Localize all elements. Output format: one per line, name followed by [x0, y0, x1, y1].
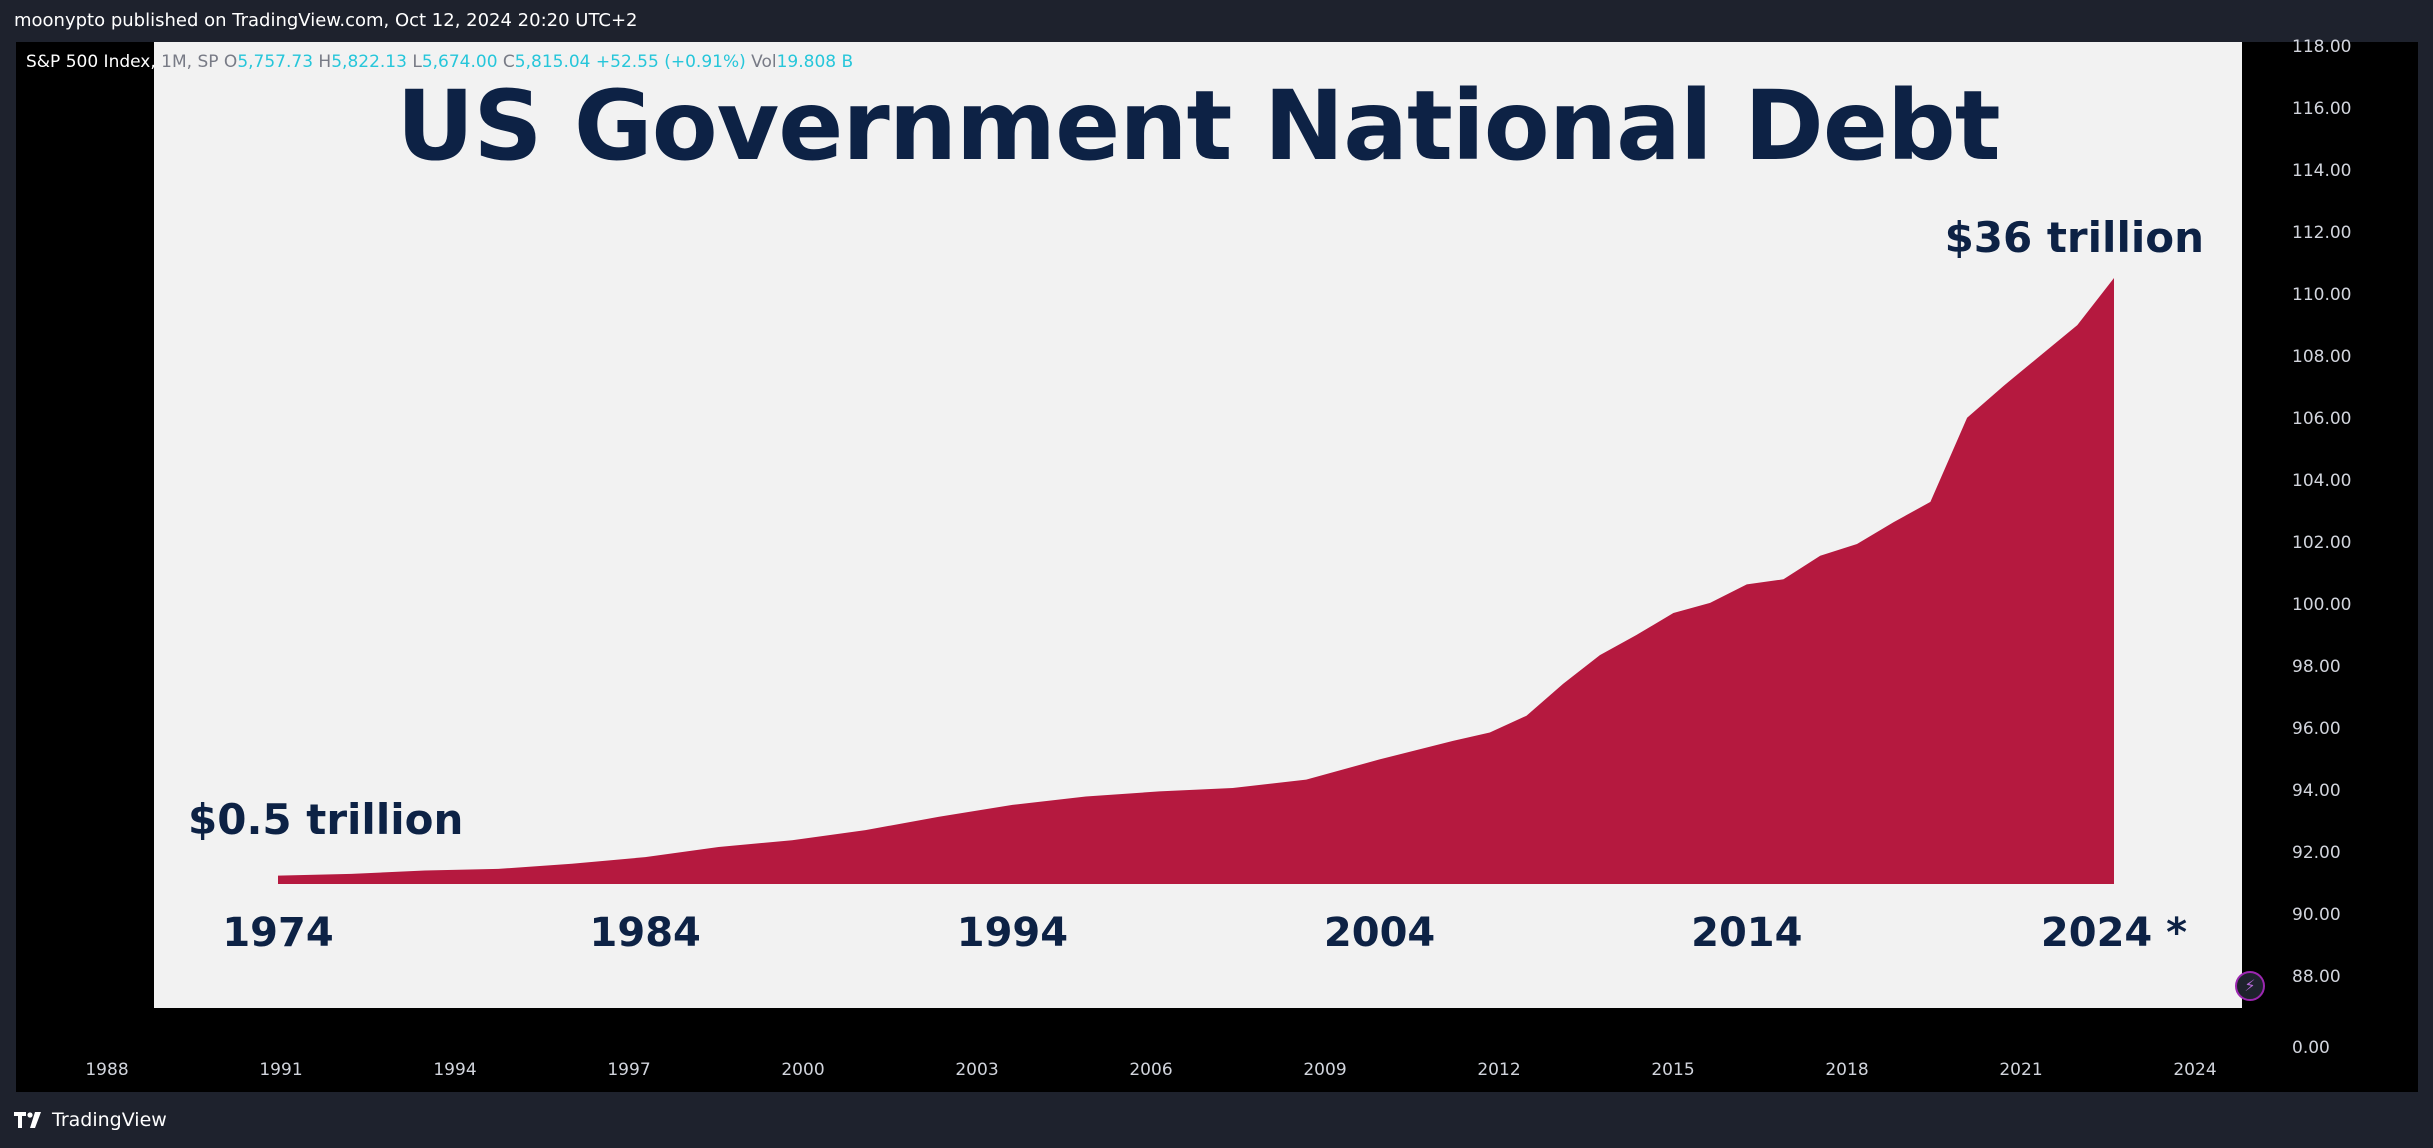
tradingview-logo[interactable]: TradingView [14, 1108, 167, 1132]
time-tick: 1988 [85, 1060, 129, 1080]
price-tick: 0.00 [2292, 1038, 2330, 1058]
price-tick: 116.00 [2292, 99, 2352, 119]
legend-vol-value: 19.808 B [776, 52, 854, 72]
time-tick: 2018 [1825, 1060, 1869, 1080]
legend-high-value: 5,822.13 [331, 52, 407, 72]
legend-high-label: H [318, 52, 332, 72]
time-tick: 2009 [1303, 1060, 1347, 1080]
price-tick: 112.00 [2292, 223, 2352, 243]
time-tick: 2024 [2173, 1060, 2217, 1080]
plot-area[interactable]: US Government National Debt 1974 1984 1994… [16, 42, 2418, 1008]
time-axis[interactable]: 1988 1991 1994 1997 2000 2003 2006 2009 2012 2015… [16, 1008, 2242, 1092]
chart-x-tick-label: 1974 [222, 910, 333, 956]
chart-x-tick-label: 2024 * [2041, 910, 2187, 956]
debt-area-series [278, 278, 2114, 884]
legend-vol-label: Vol [751, 52, 777, 72]
price-tick: 114.00 [2292, 161, 2352, 181]
debt-area-chart: 1974 1984 1994 2004 2014 2024 * $0.5 trillion $… [188, 213, 2204, 956]
chart-x-tick-label: 1984 [590, 910, 701, 956]
footer-bar: TradingView [0, 1092, 2433, 1148]
price-tick: 108.00 [2292, 347, 2352, 367]
time-tick: 1991 [259, 1060, 303, 1080]
chart-x-tick-label: 2004 [1324, 910, 1435, 956]
time-tick: 1997 [607, 1060, 651, 1080]
legend-low-label: L [412, 52, 422, 72]
price-tick: 92.00 [2292, 843, 2341, 863]
legend-low-value: 5,674.00 [421, 52, 498, 72]
chart-annotation: $0.5 trillion [188, 795, 463, 844]
price-tick: 110.00 [2292, 285, 2352, 305]
chart-title: US Government National Debt [396, 70, 2000, 182]
price-tick: 96.00 [2292, 719, 2341, 739]
time-tick: 1994 [433, 1060, 477, 1080]
chart-image-panel: US Government National Debt 1974 1984 1994… [154, 42, 2242, 1008]
chart-area[interactable]: US Government National Debt 1974 1984 1994… [16, 37, 2418, 1092]
price-tick: 94.00 [2292, 781, 2341, 801]
symbol-legend[interactable]: S&P 500 Index, 1M, SP O5,757.73 H5,822.1… [26, 52, 853, 72]
time-tick: 2006 [1129, 1060, 1173, 1080]
time-tick: 2012 [1477, 1060, 1521, 1080]
legend-interval: 1M, SP [161, 52, 219, 72]
chart-x-tick-label: 1994 [957, 910, 1068, 956]
price-axis[interactable]: 118.00 116.00 114.00 112.00 110.00 108.00 106.… [2242, 37, 2418, 1092]
price-tick: 98.00 [2292, 657, 2341, 677]
price-tick: 88.00 [2292, 967, 2341, 987]
price-tick: 90.00 [2292, 905, 2341, 925]
time-tick: 2015 [1651, 1060, 1695, 1080]
time-tick: 2000 [781, 1060, 825, 1080]
time-tick: 2021 [1999, 1060, 2043, 1080]
price-tick: 106.00 [2292, 409, 2352, 429]
chart-x-tick-label: 2014 [1691, 910, 1802, 956]
legend-close-value: 5,815.04 [514, 52, 591, 72]
legend-close-label: C [502, 52, 515, 72]
chart-annotation: $36 trillion [1945, 213, 2204, 262]
price-tick: 100.00 [2292, 595, 2352, 615]
tradingview-logo-icon [14, 1112, 41, 1128]
legend-change: +52.55 (+0.91%) [595, 52, 746, 72]
tradingview-brand: TradingView [52, 1109, 167, 1131]
price-tick: 118.00 [2292, 37, 2352, 57]
publish-text: moonypto published on TradingView.com, O… [14, 10, 638, 31]
price-tick: 102.00 [2292, 533, 2352, 553]
legend-open-label: O [223, 52, 238, 72]
publish-header: moonypto published on TradingView.com, O… [0, 0, 2433, 42]
legend-open-value: 5,757.73 [237, 52, 314, 72]
legend-symbol[interactable]: S&P 500 Index, [26, 52, 156, 72]
time-tick: 2003 [955, 1060, 999, 1080]
lightning-icon[interactable]: ⚡ [2235, 971, 2265, 1001]
price-tick: 104.00 [2292, 471, 2352, 491]
